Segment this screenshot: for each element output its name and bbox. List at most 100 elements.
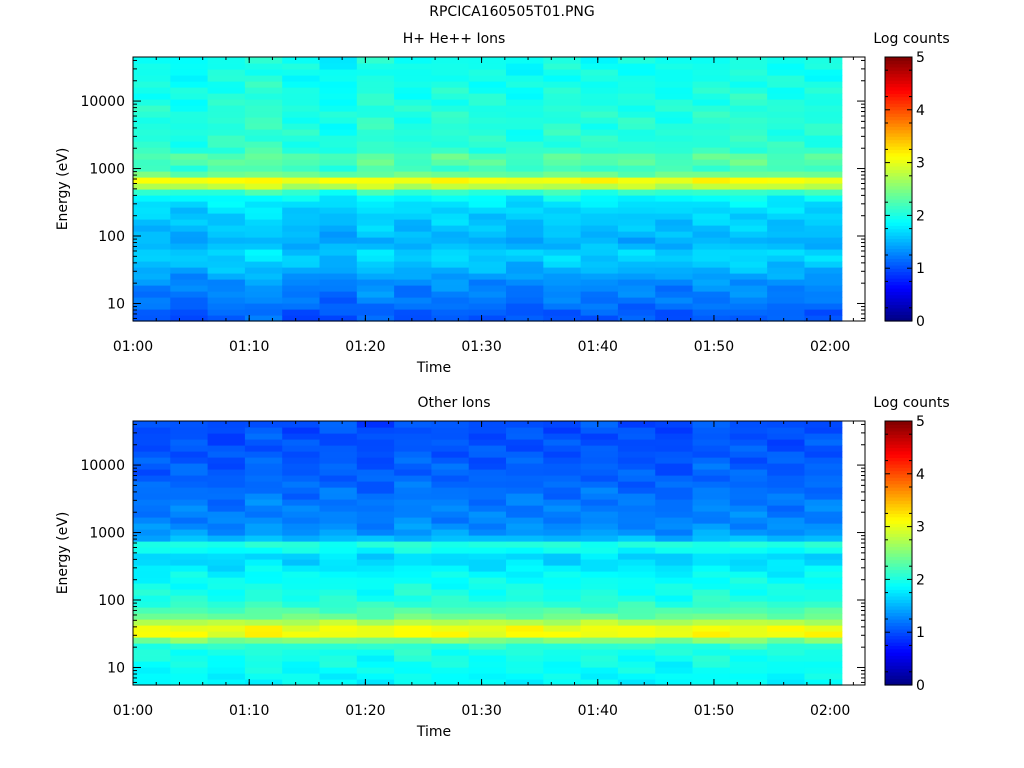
heatmap-cell	[244, 129, 283, 136]
heatmap-cell	[356, 499, 395, 506]
heatmap-cell	[468, 255, 507, 262]
heatmap-cell	[394, 249, 433, 256]
heatmap-cell	[804, 231, 843, 238]
colorbar-segment	[885, 572, 912, 577]
heatmap-cell	[729, 673, 768, 680]
heatmap-cell	[580, 159, 619, 166]
heatmap-cell	[356, 219, 395, 226]
heatmap-cell	[655, 249, 694, 256]
heatmap-cell	[207, 571, 246, 578]
heatmap-cell	[468, 643, 507, 650]
heatmap-cell	[431, 99, 470, 106]
heatmap-cell	[207, 517, 246, 524]
heatmap-cell	[431, 135, 470, 142]
heatmap-cell	[431, 147, 470, 154]
heatmap-cell	[207, 177, 246, 184]
heatmap-cell	[468, 451, 507, 458]
heatmap-cell	[729, 487, 768, 494]
heatmap-cell	[580, 237, 619, 244]
heatmap-cell	[729, 499, 768, 506]
colorbar-segment	[885, 311, 912, 315]
heatmap-cell	[767, 57, 806, 64]
heatmap-cell	[319, 673, 358, 680]
heatmap-cell	[804, 243, 843, 250]
heatmap-cell	[244, 177, 283, 184]
heatmap-cell	[468, 141, 507, 148]
colorbar-segment	[885, 434, 912, 439]
heatmap-cell	[170, 451, 209, 458]
heatmap-cell	[133, 171, 171, 178]
heatmap-cell	[692, 493, 731, 500]
heatmap-cell	[356, 291, 395, 298]
heatmap-cell	[617, 493, 656, 500]
heatmap-cell	[282, 427, 321, 434]
heatmap-cell	[580, 511, 619, 518]
heatmap-cell	[319, 679, 358, 686]
heatmap-cell	[468, 487, 507, 494]
heatmap-cell	[692, 475, 731, 482]
heatmap-cell	[767, 105, 806, 112]
heatmap-cell	[804, 445, 843, 452]
heatmap-cell	[468, 285, 507, 292]
heatmap-cell	[692, 159, 731, 166]
heatmap-cell	[804, 547, 843, 554]
heatmap-cell	[692, 517, 731, 524]
heatmap-cell	[804, 225, 843, 232]
heatmap-cell	[207, 613, 246, 620]
colorbar-tick-label: 3	[916, 520, 925, 536]
heatmap-cell	[133, 631, 171, 638]
colorbar-segment	[885, 281, 912, 286]
heatmap-cell	[804, 475, 843, 482]
heatmap-cell	[692, 201, 731, 208]
heatmap-cell	[319, 255, 358, 262]
heatmap-cell	[394, 481, 433, 488]
heatmap-cell	[692, 619, 731, 626]
heatmap-cell	[692, 249, 731, 256]
heatmap-cell	[804, 631, 843, 638]
heatmap-cell	[394, 267, 433, 274]
heatmap-cell	[207, 601, 246, 608]
heatmap-cell	[804, 523, 843, 530]
heatmap-cell	[543, 655, 582, 662]
heatmap-cell	[729, 541, 768, 548]
heatmap-cell	[543, 159, 582, 166]
heatmap-cell	[244, 99, 283, 106]
heatmap-cell	[655, 559, 694, 566]
heatmap-cell	[692, 595, 731, 602]
heatmap-cell	[356, 201, 395, 208]
y-tick-label: 10000	[80, 94, 125, 110]
heatmap-cell	[356, 267, 395, 274]
heatmap-cell	[468, 57, 507, 64]
heatmap-cell	[431, 81, 470, 88]
heatmap-cell	[319, 273, 358, 280]
heatmap-cell	[468, 571, 507, 578]
colorbar-segment	[885, 529, 912, 534]
heatmap-cell	[468, 219, 507, 226]
heatmap-cell	[207, 553, 246, 560]
heatmap-cell	[506, 595, 544, 602]
heatmap-cell	[282, 315, 321, 322]
heatmap-cell	[468, 189, 507, 196]
heatmap-cell	[804, 183, 843, 190]
heatmap-cell	[356, 213, 395, 220]
heatmap-cell	[804, 505, 843, 512]
heatmap-cell	[170, 237, 209, 244]
heatmap-cell	[170, 243, 209, 250]
heatmap-cell	[244, 135, 283, 142]
heatmap-cell	[580, 153, 619, 160]
heatmap-cell	[692, 547, 731, 554]
colorbar-segment	[885, 215, 912, 220]
heatmap-cell	[207, 147, 246, 154]
heatmap-cell	[394, 297, 433, 304]
heatmap-cell	[767, 559, 806, 566]
heatmap-cell	[655, 553, 694, 560]
heatmap-cell	[431, 123, 470, 130]
heatmap-cell	[729, 255, 768, 262]
heatmap-cell	[617, 99, 656, 106]
heatmap-cell	[282, 75, 321, 82]
heatmap-cell	[655, 637, 694, 644]
colorbar-segment	[885, 460, 912, 465]
heatmap-cell	[580, 57, 619, 64]
heatmap-cell	[244, 261, 283, 268]
heatmap-cell	[468, 129, 507, 136]
